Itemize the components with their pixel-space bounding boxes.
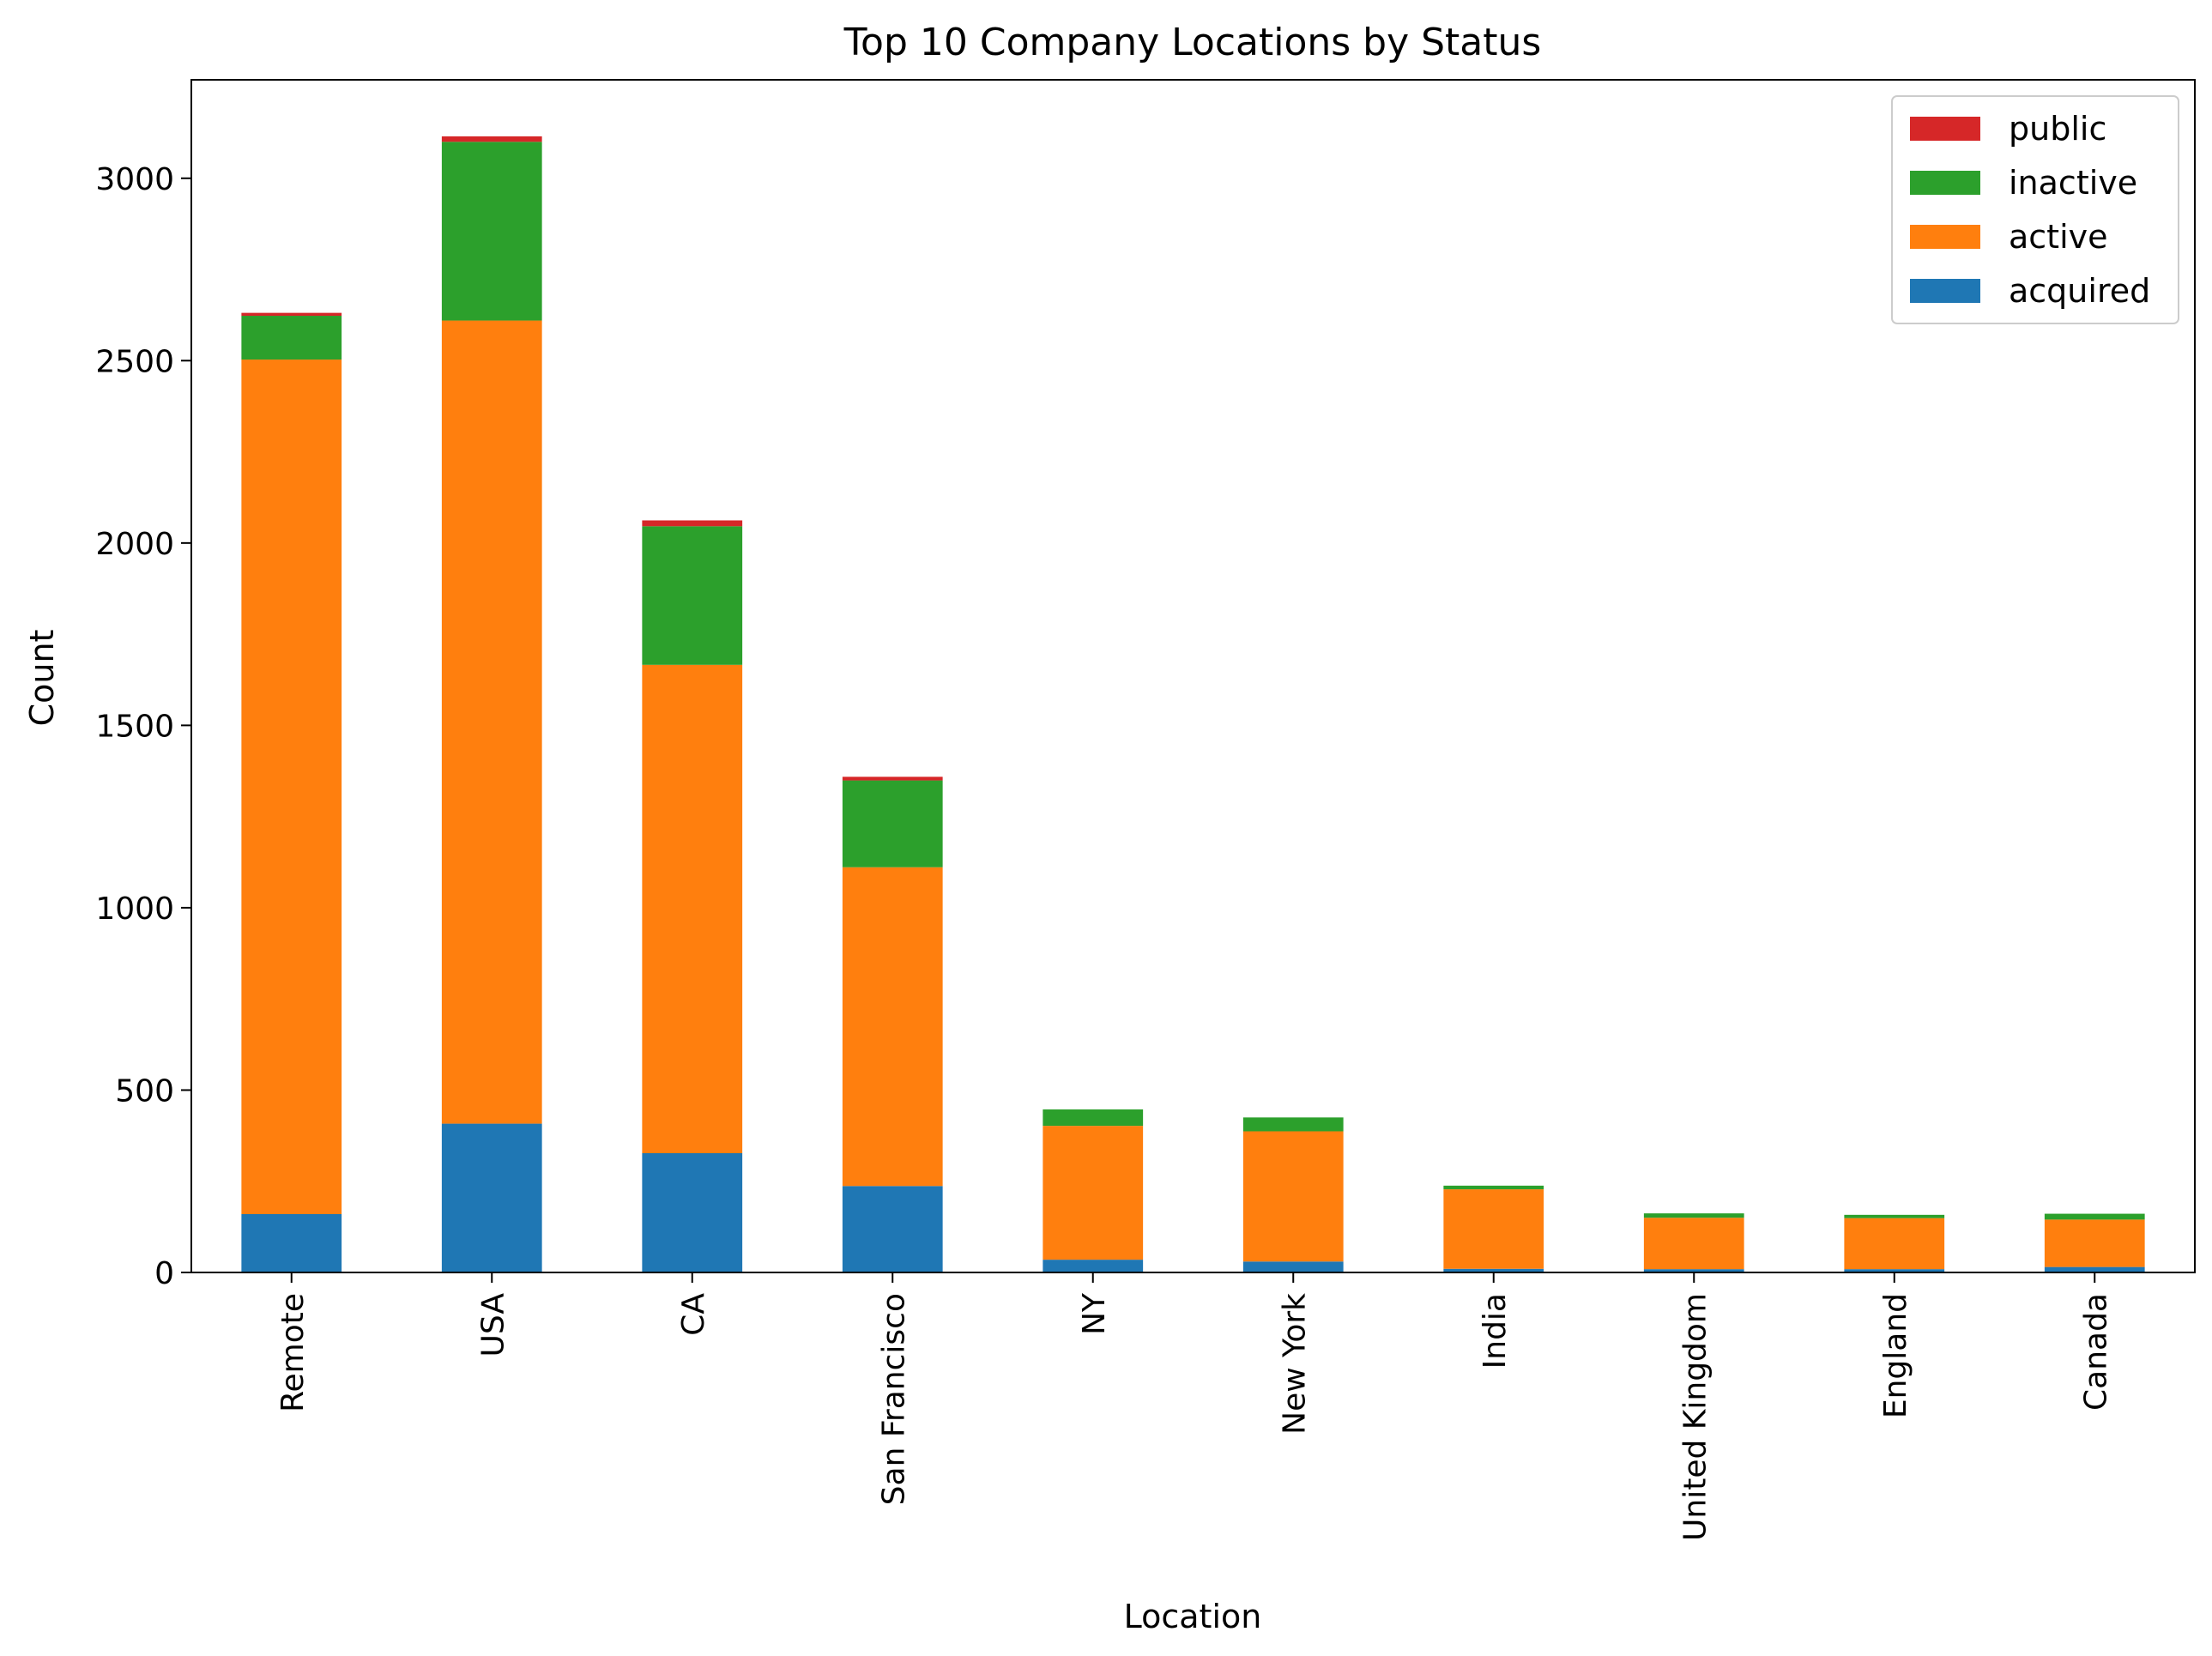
bar-usa-public	[441, 136, 542, 142]
y-axis-title: Count	[23, 630, 61, 727]
chart-title: Top 10 Company Locations by Status	[843, 21, 1542, 64]
plot-frame	[190, 79, 2196, 1273]
legend-swatch-inactive	[1910, 171, 1980, 195]
y-tick-label: 0	[154, 1256, 174, 1291]
bar-new-york-inactive	[1242, 1117, 1344, 1132]
bar-usa-inactive	[441, 142, 542, 321]
legend-label-acquired: acquired	[2009, 272, 2150, 310]
x-axis-ticks: Remote USA CA San Francisco NY New York India U…	[275, 1272, 2113, 1541]
bar-san-francisco-active	[842, 867, 943, 1187]
legend-label-inactive: inactive	[2009, 164, 2137, 202]
bar-india-inactive	[1443, 1185, 1544, 1190]
x-tick-label-san-francisco: San Francisco	[876, 1293, 911, 1505]
y-tick-label: 500	[115, 1073, 174, 1109]
y-tick-label: 2500	[95, 344, 174, 379]
x-tick-label-ca: CA	[676, 1293, 711, 1336]
bar-ca-acquired	[642, 1153, 743, 1272]
x-tick-label-england: England	[1878, 1293, 1913, 1418]
bar-india-active	[1443, 1189, 1544, 1269]
bar-united-kingdom-active	[1643, 1218, 1744, 1270]
bar-remote-inactive	[241, 316, 342, 360]
bar-ca-public	[642, 520, 743, 527]
bar-remote-public	[241, 312, 342, 317]
x-tick-label-india: India	[1478, 1293, 1513, 1369]
bars-layer	[241, 136, 2145, 1272]
bar-new-york-acquired	[1242, 1261, 1344, 1272]
x-axis-title: Location	[1124, 1598, 1262, 1635]
bar-england-inactive	[1844, 1214, 1945, 1218]
y-tick-label: 2000	[95, 527, 174, 562]
bar-united-kingdom-acquired	[1643, 1269, 1744, 1272]
bar-usa-active	[441, 320, 542, 1124]
x-tick-label-remote: Remote	[275, 1293, 311, 1412]
legend-label-active: active	[2009, 218, 2108, 256]
x-tick-label-canada: Canada	[2078, 1293, 2113, 1411]
legend-swatch-acquired	[1910, 279, 1980, 303]
x-tick-label-ny: NY	[1077, 1292, 1112, 1335]
bar-remote-active	[241, 360, 342, 1214]
legend-label-public: public	[2009, 110, 2106, 148]
x-tick-label-united-kingdom: United Kingdom	[1677, 1293, 1713, 1541]
bar-canada-inactive	[2044, 1213, 2145, 1220]
bar-england-active	[1844, 1218, 1945, 1270]
x-tick-label-new-york: New York	[1277, 1293, 1312, 1435]
bar-ca-active	[642, 664, 743, 1153]
bar-usa-acquired	[441, 1123, 542, 1272]
bar-ca-inactive	[642, 526, 743, 665]
bar-united-kingdom-inactive	[1643, 1213, 1744, 1218]
bar-canada-acquired	[2044, 1266, 2145, 1272]
y-axis-ticks: 0 500 1000 1500 2000 2500 3000	[95, 162, 191, 1291]
bar-san-francisco-public	[842, 777, 943, 781]
legend-frame	[1891, 95, 2179, 324]
bar-ny-active	[1043, 1126, 1144, 1260]
bar-ny-acquired	[1043, 1260, 1144, 1272]
y-tick-label: 3000	[95, 162, 174, 197]
x-tick-label-usa: USA	[475, 1293, 511, 1357]
bar-canada-active	[2044, 1219, 2145, 1267]
bar-new-york-active	[1242, 1131, 1344, 1262]
bar-san-francisco-inactive	[842, 780, 943, 867]
legend-swatch-public	[1910, 117, 1980, 141]
legend-swatch-active	[1910, 225, 1980, 249]
bar-england-acquired	[1844, 1269, 1945, 1272]
bar-remote-acquired	[241, 1213, 342, 1272]
y-tick-label: 1000	[95, 891, 174, 927]
bar-india-acquired	[1443, 1268, 1544, 1272]
bar-ny-inactive	[1043, 1109, 1144, 1127]
y-tick-label: 1500	[95, 709, 174, 744]
bar-san-francisco-acquired	[842, 1186, 943, 1272]
legend: public inactive active acquired	[1891, 95, 2179, 324]
